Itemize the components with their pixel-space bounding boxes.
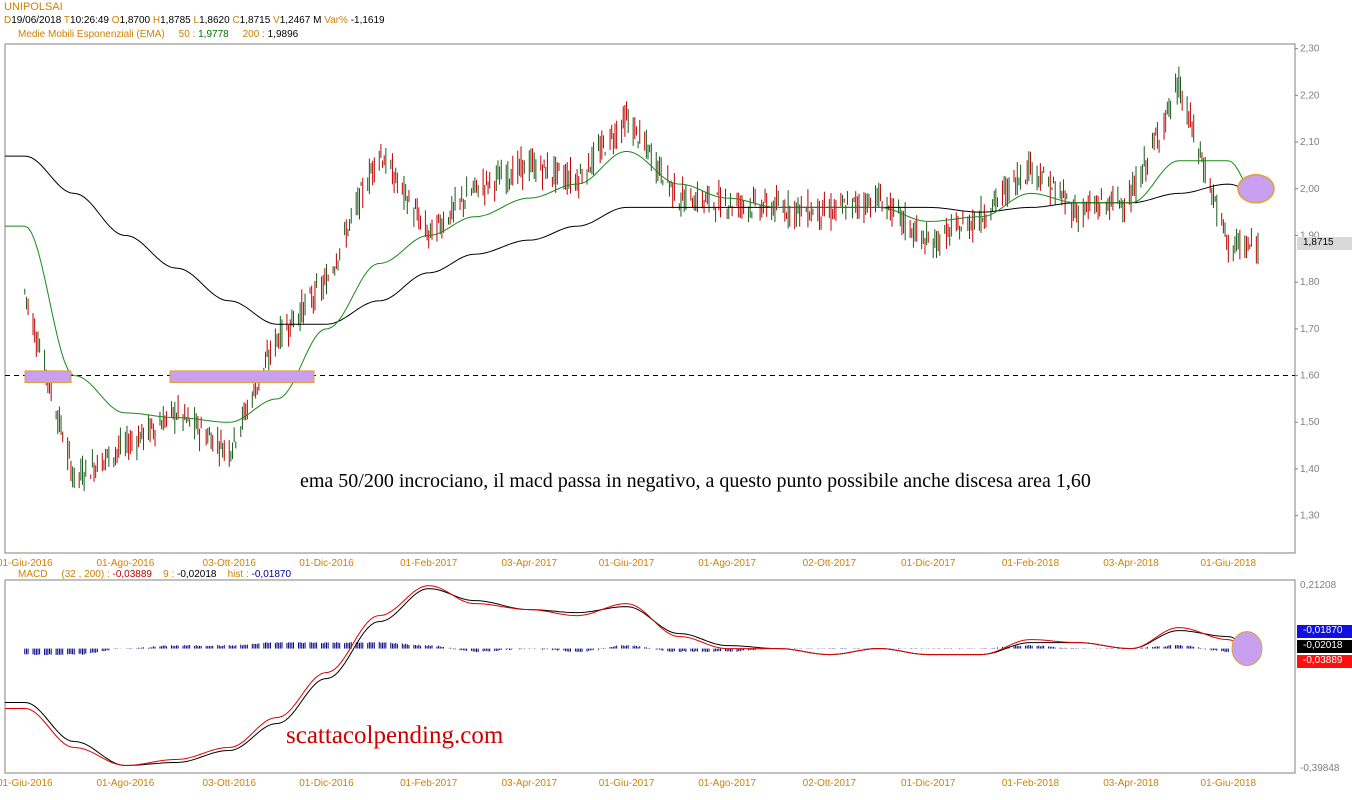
axis-labels: 2,30 2,20 2,10 2,00 1,90 1,80 1,70 1,60 1,50 1,40…: [0, 44, 1340, 789]
date-tick-label-macd: 01-Ago-2016: [96, 778, 154, 789]
date-tick-label: 01-Ago-2017: [698, 558, 756, 569]
volume-value: 1,2467 M: [279, 15, 322, 26]
price-tick-label: 1,50: [1300, 417, 1320, 428]
price-tick-label: 2,20: [1300, 90, 1320, 101]
macd-value: -0,03889: [112, 569, 152, 580]
date-tick-label: 01-Giu-2018: [1201, 558, 1257, 569]
macd-last-tag: -0,03889: [1297, 655, 1352, 668]
symbol-title: UNIPOLSAI: [4, 1, 63, 13]
highlight-ellipse-ema: [1237, 174, 1275, 204]
annotation-text: ema 50/200 incrociano, il macd passa in …: [300, 470, 1091, 492]
hist-last-tag: -0,01870: [1297, 625, 1352, 638]
date-tick-label-macd: 03-Apr-2018: [1103, 778, 1159, 789]
highlight-box-1: [24, 370, 72, 384]
date-tick-label: 01-Dic-2016: [299, 558, 354, 569]
time-label: T: [63, 15, 71, 26]
date-tick-label: 03-Apr-2018: [1103, 558, 1159, 569]
ema50-value: 1,9778: [198, 29, 229, 40]
var-value: -1,1619: [350, 15, 385, 26]
highlight-ellipse-macd: [1231, 631, 1263, 667]
price-panel-frame: [4, 43, 1296, 554]
open-value: 1,8700: [119, 15, 151, 26]
open-label: O: [111, 15, 120, 26]
macd-panel-marks: [5, 585, 1263, 767]
date-tick-label: 02-Ott-2017: [803, 558, 857, 569]
date-tick-label: 03-Apr-2017: [501, 558, 557, 569]
date-tick-label-macd: 01-Feb-2018: [1002, 778, 1060, 789]
high-label: H: [152, 15, 161, 26]
date-tick-label-macd: 01-Giu-2017: [599, 778, 655, 789]
date-tick-label: 03-Ott-2016: [203, 558, 257, 569]
date-tick-label-macd: 01-Dic-2016: [299, 778, 354, 789]
ema50-line: [5, 151, 1259, 423]
close-label: C: [232, 15, 240, 26]
signal-last-tag: -0,02018: [1297, 640, 1352, 653]
price-tick-label: 2,10: [1300, 137, 1320, 148]
price-tick-label: 1,70: [1300, 324, 1320, 335]
macd-tick-label: -0,39848: [1300, 763, 1340, 774]
chart-frames: [4, 43, 1296, 774]
macd-tick-label: 0,21208: [1300, 580, 1337, 591]
highlight-box-2: [169, 370, 315, 384]
price-tick-label: 1,40: [1300, 464, 1320, 475]
time-value: 10:26:49: [70, 15, 109, 26]
date-tick-label-macd: 03-Ott-2016: [203, 778, 257, 789]
ohlc-header: D19/06/2018 T10:26:49 O1,8700 H1,8785 L1…: [4, 15, 385, 27]
macd-panel-frame: [4, 579, 1296, 774]
macd-legend: MACD (32 , 200) : -0,03889 9 : -0,02018 …: [18, 569, 291, 581]
signal-line: [5, 588, 1259, 767]
price-tick-label: 1,80: [1300, 277, 1320, 288]
var-label: Var%: [324, 15, 348, 26]
price-tick-label: 1,30: [1300, 511, 1320, 522]
last-price-tag: 1,8715: [1297, 237, 1352, 250]
ema-legend-title: Medie Mobili Esponenziali (EMA): [18, 29, 165, 40]
low-label: L: [193, 15, 200, 26]
ema200-label: 200 :: [242, 29, 265, 40]
date-tick-label-macd: 01-Giu-2016: [0, 778, 53, 789]
ema200-value: 1,9896: [267, 29, 299, 40]
price-tick-label: 1,90: [1300, 230, 1320, 241]
price-bars: [24, 66, 1259, 492]
date-tick-label-macd: 03-Apr-2017: [501, 778, 557, 789]
macd-line: [5, 585, 1259, 766]
ema-legend: Medie Mobili Esponenziali (EMA) 50 : 1,9…: [18, 29, 298, 41]
date-tick-label: 01-Feb-2018: [1002, 558, 1060, 569]
date-tick-label-macd: 01-Giu-2018: [1201, 778, 1257, 789]
volume-label: V: [273, 15, 280, 26]
low-value: 1,8620: [199, 15, 230, 26]
date-value: 19/06/2018: [11, 15, 62, 26]
date-tick-label-macd: 02-Ott-2017: [803, 778, 857, 789]
high-value: 1,8785: [160, 15, 191, 26]
date-tick-label-macd: 01-Dic-2017: [901, 778, 956, 789]
date-tick-label: 01-Ago-2016: [96, 558, 154, 569]
signal-label: 9 :: [163, 569, 175, 580]
close-value: 1,8715: [239, 15, 271, 26]
ema200-line: [5, 155, 1259, 325]
date-tick-label-macd: 01-Ago-2017: [698, 778, 756, 789]
date-tick-label: 01-Giu-2017: [599, 558, 655, 569]
watermark-text: scattacolpending.com: [286, 722, 504, 749]
signal-value: -0,02018: [177, 569, 217, 580]
hist-label: hist :: [227, 569, 249, 580]
indicator-lines: [5, 151, 1275, 423]
date-tick-label: 01-Dic-2017: [901, 558, 956, 569]
price-tick-label: 1,60: [1300, 371, 1320, 382]
price-tick-label: 2,30: [1300, 44, 1320, 55]
macd-params: (32 , 200) :: [61, 569, 110, 580]
date-label: D: [4, 15, 12, 26]
price-tick-label: 2,00: [1300, 184, 1320, 195]
date-tick-label: 01-Feb-2017: [400, 558, 458, 569]
hist-value: -0,01870: [251, 569, 292, 580]
macd-legend-title: MACD: [18, 569, 48, 580]
date-tick-label-macd: 01-Feb-2017: [400, 778, 458, 789]
date-tick-label: 01-Giu-2016: [0, 558, 53, 569]
ema50-label: 50 :: [178, 29, 196, 40]
